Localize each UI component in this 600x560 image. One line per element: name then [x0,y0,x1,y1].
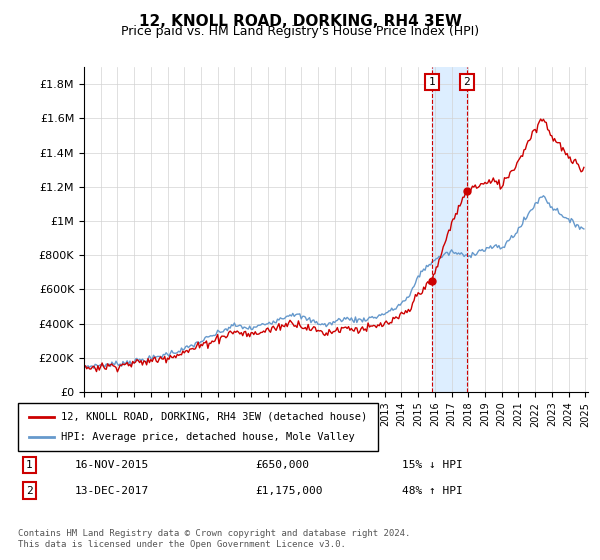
Text: 48% ↑ HPI: 48% ↑ HPI [401,486,462,496]
Text: 12, KNOLL ROAD, DORKING, RH4 3EW (detached house): 12, KNOLL ROAD, DORKING, RH4 3EW (detach… [61,412,367,422]
FancyBboxPatch shape [18,403,378,451]
Text: 1: 1 [429,77,436,87]
Text: 1: 1 [26,460,32,470]
Text: £650,000: £650,000 [255,460,309,470]
Text: £1,175,000: £1,175,000 [255,486,322,496]
Text: 16-NOV-2015: 16-NOV-2015 [74,460,149,470]
Text: 13-DEC-2017: 13-DEC-2017 [74,486,149,496]
Text: 15% ↓ HPI: 15% ↓ HPI [401,460,462,470]
Text: 2: 2 [26,486,32,496]
Text: 12, KNOLL ROAD, DORKING, RH4 3EW: 12, KNOLL ROAD, DORKING, RH4 3EW [139,14,461,29]
Text: Price paid vs. HM Land Registry's House Price Index (HPI): Price paid vs. HM Land Registry's House … [121,25,479,38]
Text: HPI: Average price, detached house, Mole Valley: HPI: Average price, detached house, Mole… [61,432,355,442]
Text: 2: 2 [464,77,470,87]
Bar [432,67,467,392]
Text: Contains HM Land Registry data © Crown copyright and database right 2024.
This d: Contains HM Land Registry data © Crown c… [18,529,410,549]
